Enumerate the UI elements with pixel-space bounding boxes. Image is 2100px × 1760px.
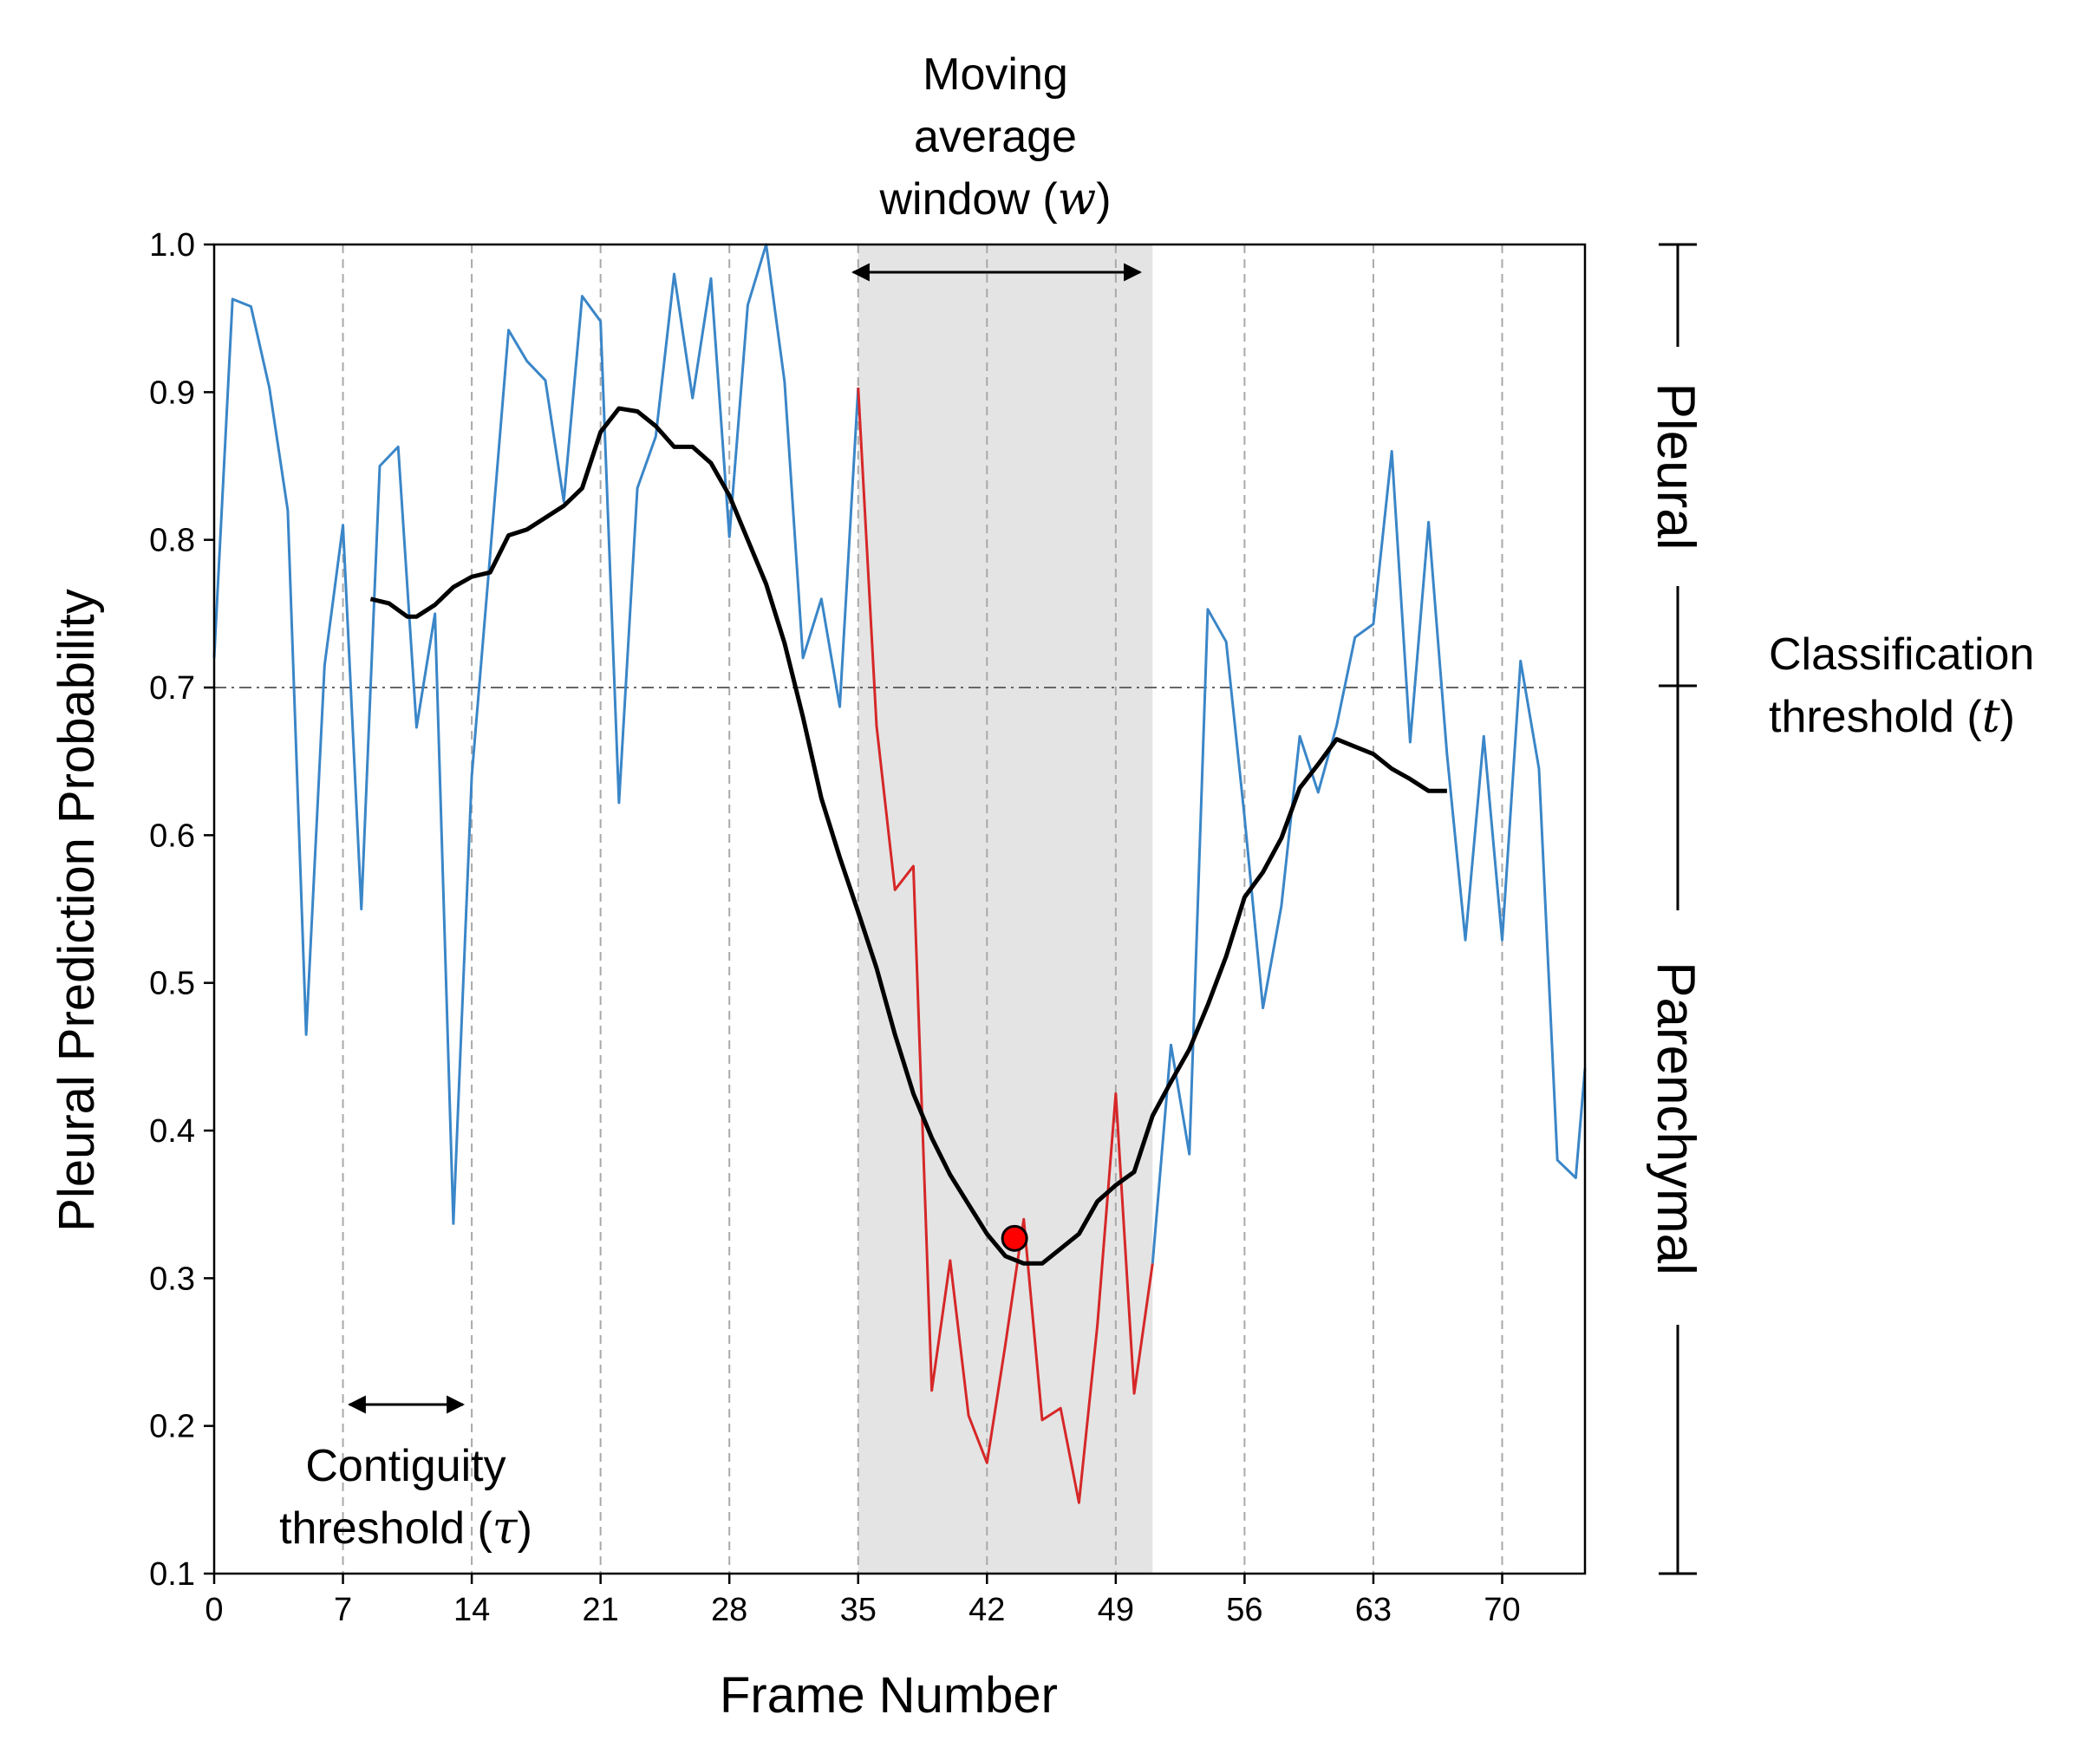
y-tick-label: 0.2 bbox=[149, 1409, 195, 1445]
x-tick-label: 49 bbox=[1098, 1592, 1134, 1628]
classification-annotation-line1: Classification bbox=[1769, 629, 2034, 680]
x-tick-label: 42 bbox=[968, 1592, 1005, 1628]
x-axis-ticks: 0 7 14 21 28 35 42 49 56 63 70 bbox=[205, 1574, 1521, 1628]
y-tick-label: 0.5 bbox=[149, 966, 195, 1002]
contiguity-annotation-line1: Contiguity bbox=[305, 1441, 505, 1491]
y-tick-label: 0.8 bbox=[149, 523, 195, 559]
y-tick-label: 0.7 bbox=[149, 670, 195, 707]
window-annotation-line1: Moving bbox=[923, 49, 1068, 100]
x-tick-label: 70 bbox=[1484, 1592, 1520, 1628]
y-axis-title: Pleural Prediction Probability bbox=[49, 589, 105, 1231]
y-tick-label: 1.0 bbox=[149, 227, 195, 264]
x-axis-title: Frame Number bbox=[720, 1667, 1058, 1724]
series-line-raw bbox=[212, 243, 860, 1225]
x-tick-label: 7 bbox=[334, 1592, 352, 1628]
axes-frame bbox=[212, 243, 1587, 1575]
series-line-moving_average bbox=[369, 406, 1447, 1266]
series-layer bbox=[212, 243, 1587, 1504]
contiguity-annotation-line2: threshold (τ) bbox=[279, 1503, 532, 1555]
y-tick-label: 0.3 bbox=[149, 1261, 195, 1297]
classification-annotation-line2: threshold (t) bbox=[1769, 691, 2015, 743]
x-tick-label: 28 bbox=[711, 1592, 747, 1628]
x-tick-label: 0 bbox=[205, 1592, 223, 1628]
series-line-raw_after bbox=[1151, 449, 1587, 1264]
x-tick-label: 21 bbox=[583, 1592, 619, 1628]
x-tick-label: 14 bbox=[453, 1592, 490, 1628]
y-tick-label: 0.4 bbox=[149, 1113, 195, 1150]
x-tick-label: 63 bbox=[1355, 1592, 1392, 1628]
parenchymal-label: Parenchymal bbox=[1646, 961, 1705, 1275]
window-annotation-line3: window (w) bbox=[878, 173, 1111, 225]
y-tick-label: 0.6 bbox=[149, 818, 195, 854]
window-annotation-line2: average bbox=[914, 112, 1077, 162]
x-tick-label: 35 bbox=[840, 1592, 877, 1628]
moving-average-minimum-marker bbox=[1001, 1224, 1028, 1252]
moving-average-window-region bbox=[858, 244, 1153, 1574]
y-tick-label: 0.9 bbox=[149, 375, 195, 411]
y-tick-label: 0.1 bbox=[149, 1556, 195, 1593]
class-scale-bar bbox=[1659, 243, 1697, 1575]
y-axis-ticks: 0.1 0.2 0.3 0.4 0.5 0.6 0.7 0.8 0.9 1.0 bbox=[149, 227, 214, 1593]
x-tick-label: 56 bbox=[1226, 1592, 1262, 1628]
pleural-label: Pleural bbox=[1646, 383, 1705, 551]
series-line-in_window bbox=[857, 388, 1154, 1504]
